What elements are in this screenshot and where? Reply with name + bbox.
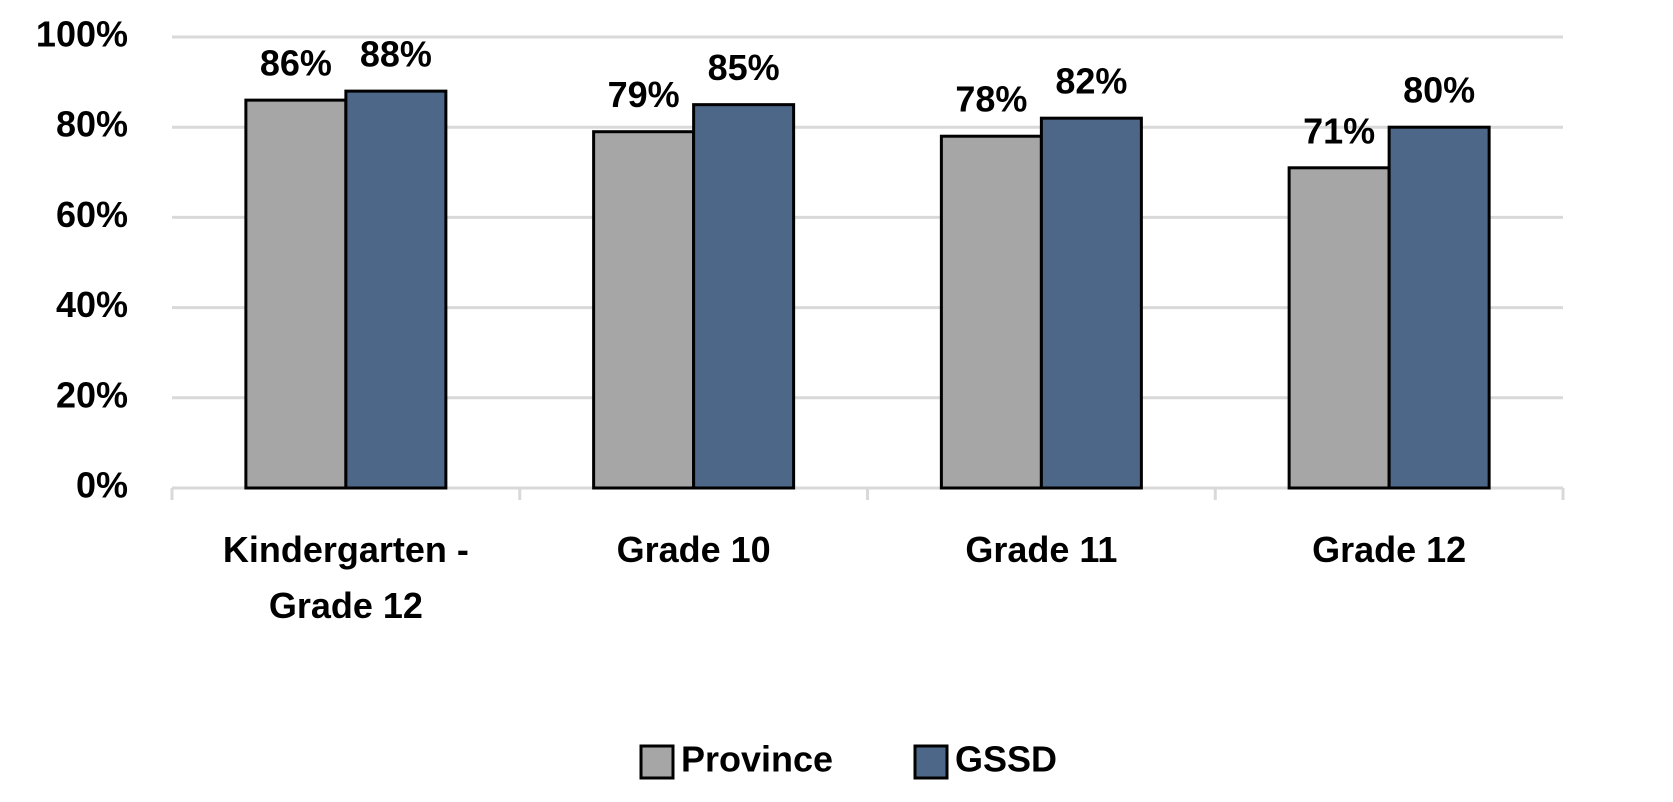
data-label: 85% — [708, 47, 780, 88]
x-tick-label: Kindergarten - Grade 12 — [222, 529, 469, 626]
y-tick-label: 80% — [56, 104, 128, 145]
data-label: 78% — [955, 79, 1027, 120]
x-tick-label: Grade 12 — [1312, 529, 1467, 570]
bar — [244, 98, 348, 490]
bar — [344, 89, 448, 490]
bar — [1387, 125, 1491, 490]
data-label: 86% — [260, 43, 332, 84]
bar — [1039, 116, 1143, 490]
x-tick-label: Grade 11 — [965, 529, 1118, 570]
data-label: 82% — [1055, 61, 1127, 102]
legend-swatch — [913, 744, 949, 780]
legend-label: GSSD — [955, 739, 1057, 780]
bar — [1287, 166, 1391, 490]
y-tick-label: 100% — [36, 14, 128, 55]
y-tick-label: 40% — [56, 284, 128, 325]
bar — [592, 130, 696, 490]
data-label: 71% — [1303, 110, 1375, 151]
y-tick-label: 60% — [56, 194, 128, 235]
data-label: 79% — [608, 74, 680, 115]
legend-swatch — [639, 744, 675, 780]
bar — [939, 134, 1043, 490]
y-tick-label: 20% — [56, 374, 128, 415]
x-tick-label: Grade 10 — [616, 529, 771, 570]
bar — [692, 103, 796, 490]
data-label: 88% — [360, 34, 432, 75]
y-tick-label: 0% — [76, 465, 128, 506]
legend-label: Province — [681, 739, 833, 780]
data-label: 80% — [1403, 70, 1475, 111]
